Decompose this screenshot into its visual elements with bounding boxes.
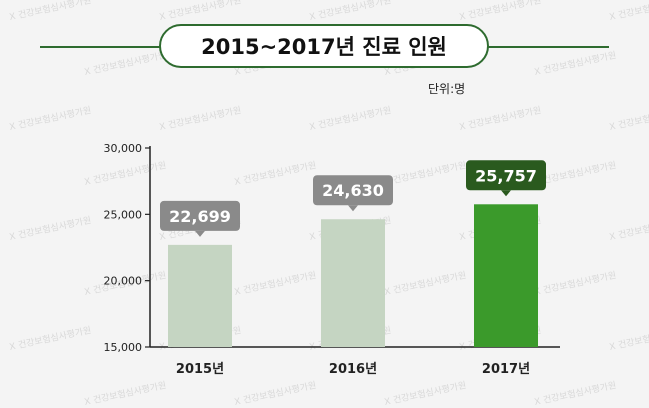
y-tick-label: 20,000 [104, 275, 143, 288]
title-left-rule [40, 46, 162, 48]
y-tick-label: 30,000 [104, 142, 143, 155]
x-tick-label: 2016년 [329, 362, 377, 377]
value-label-pointer [348, 205, 358, 212]
y-tick-label: 15,000 [104, 341, 143, 354]
data-label: 24,630 [322, 181, 384, 200]
x-tick-label: 2017년 [482, 362, 530, 377]
chart-title: 2015~2017년 진료 인원 [159, 24, 489, 68]
unit-label: 단위:명 [428, 82, 466, 96]
value-label-bubble [313, 175, 393, 206]
value-label-pointer [195, 230, 205, 237]
value-label-bubble [466, 160, 546, 191]
x-tick-label: 2015년 [176, 362, 224, 377]
title-right-rule [487, 46, 609, 48]
data-label: 22,699 [169, 207, 231, 226]
bar [321, 219, 385, 347]
bar [474, 204, 538, 347]
value-label-pointer [501, 190, 511, 197]
value-label-bubble [160, 200, 240, 231]
y-tick-label: 25,000 [104, 208, 143, 221]
data-label: 25,757 [475, 166, 537, 185]
bar [168, 244, 232, 347]
